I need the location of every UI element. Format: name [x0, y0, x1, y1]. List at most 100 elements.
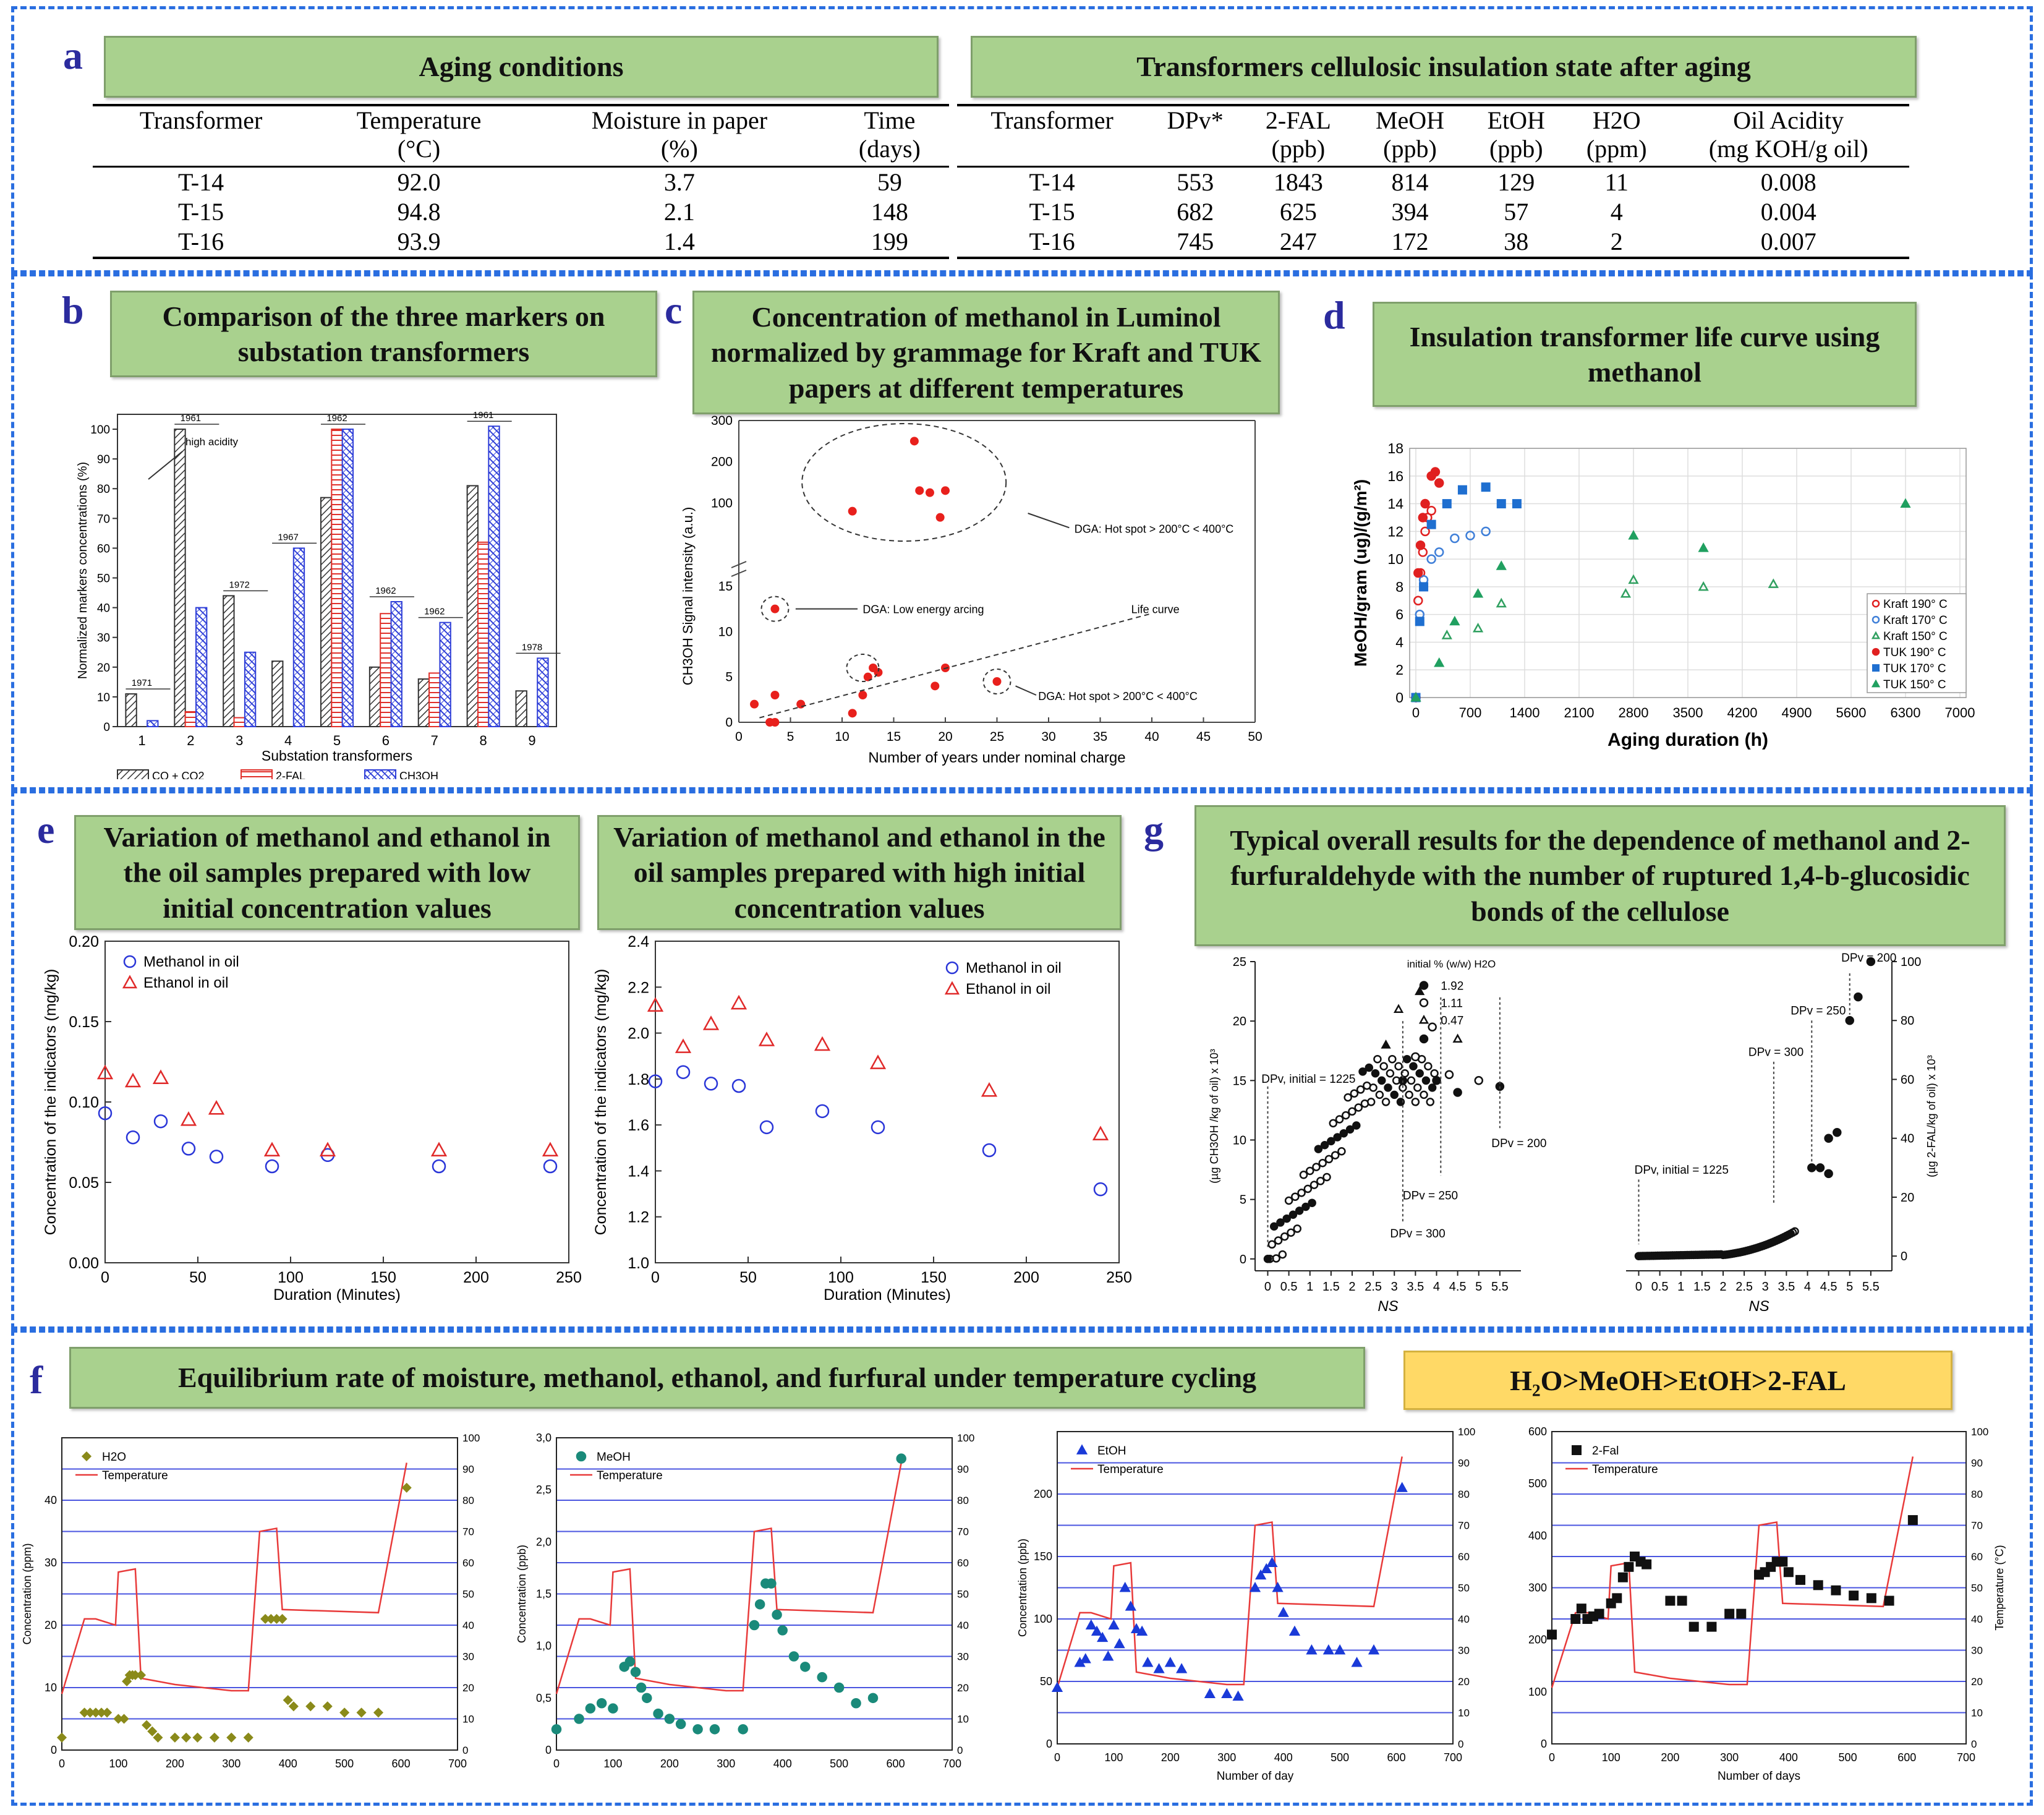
state-header: Oil Acidity (mg KOH/g oil) — [1667, 104, 1909, 168]
data-point — [1866, 957, 1876, 967]
right-tick-label: 90 — [957, 1464, 969, 1475]
table-cell: 3.7 — [663, 168, 695, 196]
data-point — [676, 1065, 691, 1079]
legend-label: TUK 150° C — [1883, 678, 1946, 691]
y-tick-label: 200 — [711, 455, 733, 469]
data-point — [833, 1682, 845, 1693]
x-tick-label: 1.5 — [1693, 1280, 1711, 1294]
x-tick-label: 700 — [943, 1757, 961, 1770]
data-point — [1612, 1593, 1622, 1604]
data-point — [226, 1732, 237, 1743]
data-point — [1287, 1228, 1295, 1237]
data-point — [1164, 1657, 1176, 1667]
data-point — [1333, 1133, 1342, 1142]
data-point — [1375, 1090, 1384, 1100]
data-point — [1176, 1663, 1188, 1673]
data-point — [373, 1707, 384, 1718]
data-point — [777, 1625, 788, 1636]
bar — [477, 541, 490, 727]
table-cell: T-16 — [957, 227, 1148, 259]
data-point — [1430, 467, 1441, 477]
data-point — [772, 1609, 782, 1620]
state-header: EtOH (ppb) — [1467, 104, 1565, 168]
right-tick-label: 100 — [462, 1432, 480, 1444]
y-tick-label: 2.4 — [628, 934, 649, 950]
table-cell: 129 — [1497, 168, 1535, 196]
x-tick-label: 8 — [480, 733, 487, 748]
x-tick-label: 25 — [990, 730, 1004, 744]
data-point — [1854, 992, 1863, 1002]
y-axis-label: Concentration (ppb) — [1016, 1539, 1029, 1637]
y-tick-label: 0 — [103, 721, 110, 734]
data-point — [1418, 513, 1428, 523]
data-point — [1791, 1227, 1799, 1236]
y-tick-label: 0 — [1395, 690, 1403, 706]
y-tick-label: 10 — [1387, 551, 1403, 567]
x-tick-label: 4 — [1804, 1280, 1811, 1294]
data-point — [1079, 1653, 1091, 1663]
data-point — [1419, 981, 1429, 990]
data-point — [209, 1732, 219, 1743]
right-tick-label: 50 — [462, 1589, 474, 1600]
y-tick-label: 0 — [725, 715, 733, 730]
table-cell: 93.9 — [309, 227, 529, 259]
data-point — [1419, 998, 1429, 1007]
chart-b: 0 10 20 30 40 50 60 70 80 90 100 1 1971 2 1961 3 1972 4 19… — [76, 410, 561, 779]
chart-f2: 0 100 200 300 400 500 600 70000,51,01,52,02,53,… — [516, 1432, 974, 1770]
right-tick-label: 80 — [462, 1495, 474, 1506]
table-cell: 247 — [1243, 227, 1353, 259]
plot-frame — [556, 1437, 953, 1751]
chart-d: 0 2 4 6 8 10 12 14 16 18 0 700 1400 2100 2800 3500 4200 4… — [1351, 440, 1975, 750]
x-tick-label: 300 — [1217, 1751, 1236, 1764]
table-row: T-16 93.9 1.4 199 — [93, 227, 949, 259]
y-tick-label: 0 — [1541, 1738, 1547, 1750]
right-tick-label: 40 — [462, 1620, 474, 1631]
data-point — [1736, 1608, 1747, 1619]
data-point — [1306, 1644, 1318, 1655]
data-point — [1272, 1581, 1284, 1592]
year-label: 1967 — [278, 532, 298, 542]
x-tick-label: 4.5 — [1820, 1280, 1837, 1294]
y-tick-label: 0 — [1901, 1250, 1907, 1263]
data-point — [915, 486, 924, 495]
bar — [174, 429, 186, 728]
data-point — [1441, 630, 1452, 639]
data-point — [1390, 1090, 1399, 1100]
y-tick-label: 15 — [1233, 1074, 1246, 1088]
table-cell: 0.007 — [1667, 227, 1909, 259]
annotation-text: DPv, initial = 1225 — [1635, 1164, 1729, 1177]
table-cell: 11 — [1604, 168, 1629, 196]
data-point — [770, 718, 780, 727]
y-tick-label: 4 — [1395, 634, 1403, 650]
y-tick-label: 100 — [1901, 955, 1921, 969]
temperature-line — [1056, 1456, 1403, 1688]
data-point — [152, 1069, 169, 1085]
bar — [537, 657, 549, 727]
right-tick-label: 30 — [1971, 1645, 1983, 1657]
x-tick-label: 4.5 — [1449, 1280, 1467, 1294]
data-point — [1413, 596, 1423, 606]
x-tick-label: 0 — [59, 1757, 65, 1770]
x-tick-label: 600 — [1387, 1751, 1406, 1764]
data-point — [647, 997, 664, 1012]
table-cell: 394 — [1391, 198, 1429, 226]
x-tick-label: 0 — [1264, 1280, 1271, 1294]
y-axis-label: Concentration (ppb) — [516, 1545, 528, 1643]
data-point — [869, 1054, 887, 1069]
legend-swatch — [241, 769, 273, 779]
data-point — [1872, 664, 1880, 672]
year-label: 1962 — [424, 607, 445, 617]
x-tick-label: 200 — [463, 1269, 489, 1286]
bar — [428, 672, 441, 727]
bar — [488, 425, 500, 727]
x-tick-label: 3 — [236, 733, 243, 748]
x-tick-label: 7000 — [1945, 705, 1975, 720]
data-point — [1434, 478, 1444, 488]
y-tick-label: 100 — [1034, 1613, 1052, 1625]
data-point — [1419, 582, 1429, 592]
panel-c-title: Concentration of methanol in Luminol nor… — [692, 291, 1280, 414]
chart-e1: 0 50 100 150 200 250 0.00 0.05 0.10 0.15 0.20 Metha… — [42, 934, 581, 1304]
data-point — [1418, 1014, 1429, 1024]
y-tick-label: 80 — [1901, 1014, 1914, 1028]
y-axis-label: Concentration of the indicators (mg/kg) — [592, 969, 610, 1236]
